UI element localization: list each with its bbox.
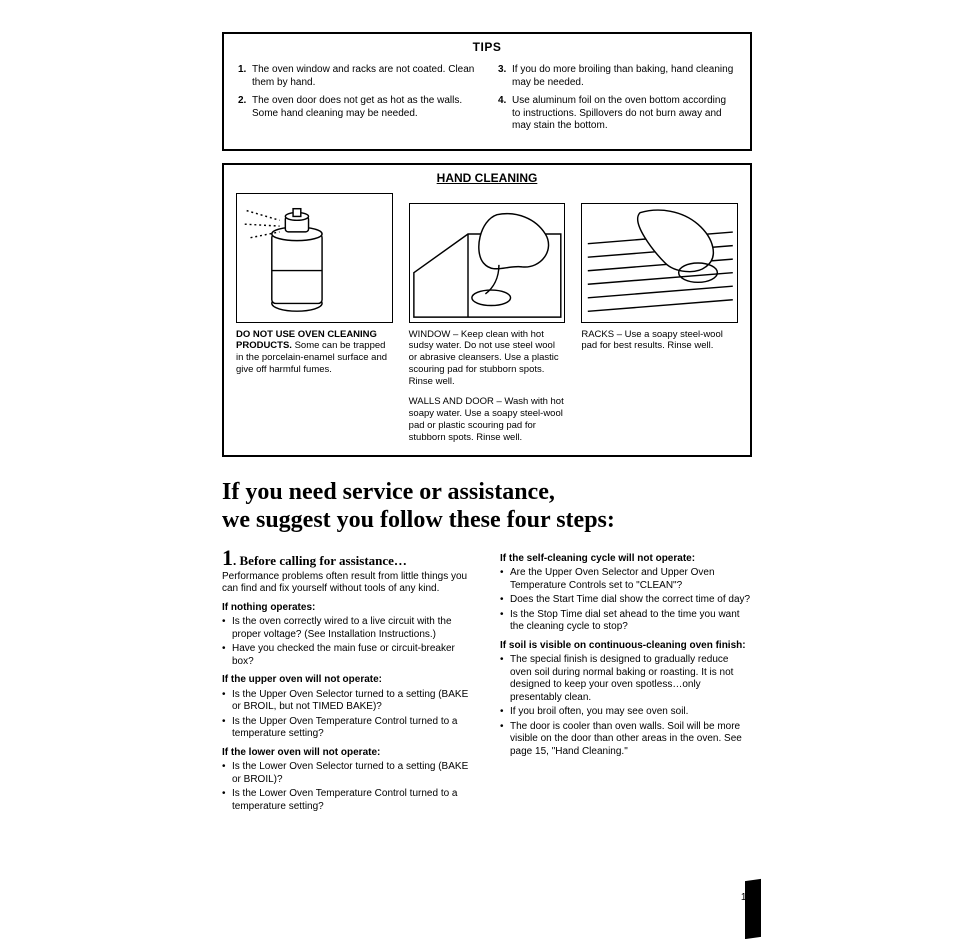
step-1-number: 1 bbox=[222, 545, 233, 570]
hc-cell-3: RACKS – Use a soapy steel-wool pad for b… bbox=[581, 193, 738, 444]
hc-cell-1: DO NOT USE OVEN CLEANING PRODUCTS. Some … bbox=[236, 193, 393, 444]
hc-caption-1: DO NOT USE OVEN CLEANING PRODUCTS. Some … bbox=[236, 329, 393, 377]
assistance-columns: 1. Before calling for assistance… Perfor… bbox=[222, 553, 752, 816]
list-item: Is the Stop Time dial set ahead to the t… bbox=[500, 609, 752, 634]
tips-col-left: 1. The oven window and racks are not coa… bbox=[238, 64, 476, 139]
page-content: TIPS 1. The oven window and racks are no… bbox=[222, 32, 752, 815]
tip-item: 3. If you do more broiling than baking, … bbox=[498, 64, 736, 89]
hc-caption-3: RACKS – Use a soapy steel-wool pad for b… bbox=[581, 329, 738, 353]
assistance-headline: If you need service or assistance, we su… bbox=[222, 479, 752, 534]
subhead-nothing: If nothing operates: bbox=[222, 602, 474, 615]
assist-col-right: If the self-cleaning cycle will not oper… bbox=[500, 553, 752, 816]
list-item: If you broil often, you may see oven soi… bbox=[500, 706, 752, 719]
bullets-lower: Is the Lower Oven Selector turned to a s… bbox=[222, 761, 474, 813]
tips-columns: 1. The oven window and racks are not coa… bbox=[238, 64, 736, 139]
subhead-soil: If soil is visible on continuous-cleanin… bbox=[500, 640, 752, 653]
tip-number: 1. bbox=[238, 64, 252, 89]
list-item: The door is cooler than oven walls. Soil… bbox=[500, 721, 752, 759]
hc-cell-2: WINDOW – Keep clean with hot sudsy water… bbox=[409, 193, 566, 444]
list-item: Is the Upper Oven Temperature Control tu… bbox=[222, 716, 474, 741]
tip-item: 1. The oven window and racks are not coa… bbox=[238, 64, 476, 89]
tip-text: If you do more broiling than baking, han… bbox=[512, 64, 736, 89]
step-1-heading: 1. Before calling for assistance… bbox=[222, 553, 474, 569]
list-item: Is the Lower Oven Temperature Control tu… bbox=[222, 788, 474, 813]
hc-caption-2: WINDOW – Keep clean with hot sudsy water… bbox=[409, 329, 566, 388]
subhead-upper: If the upper oven will not operate: bbox=[222, 674, 474, 687]
headline-line-1: If you need service or assistance, bbox=[222, 479, 555, 505]
hand-cleaning-box: HAND CLEANING bbox=[222, 163, 752, 458]
list-item: Have you checked the main fuse or circui… bbox=[222, 643, 474, 668]
bullets-selfclean: Are the Upper Oven Selector and Upper Ov… bbox=[500, 567, 752, 634]
step-1-para: Performance problems often result from l… bbox=[222, 571, 474, 596]
bullets-soil: The special finish is designed to gradua… bbox=[500, 654, 752, 758]
tips-box: TIPS 1. The oven window and racks are no… bbox=[222, 32, 752, 151]
tips-col-right: 3. If you do more broiling than baking, … bbox=[498, 64, 736, 139]
tip-text: The oven window and racks are not coated… bbox=[252, 64, 476, 89]
tips-title: TIPS bbox=[238, 40, 736, 54]
tip-item: 4. Use aluminum foil on the oven bottom … bbox=[498, 95, 736, 133]
list-item: Is the oven correctly wired to a live ci… bbox=[222, 616, 474, 641]
list-item: Are the Upper Oven Selector and Upper Ov… bbox=[500, 567, 752, 592]
tip-number: 4. bbox=[498, 95, 512, 133]
hc-walls-caption: WALLS AND DOOR – Wash with hot soapy wat… bbox=[409, 396, 566, 444]
subhead-lower: If the lower oven will not operate: bbox=[222, 747, 474, 760]
window-clean-illustration bbox=[409, 203, 566, 323]
hand-cleaning-row: DO NOT USE OVEN CLEANING PRODUCTS. Some … bbox=[236, 193, 738, 444]
tip-text: Use aluminum foil on the oven bottom acc… bbox=[512, 95, 736, 133]
hand-cleaning-title: HAND CLEANING bbox=[236, 171, 738, 185]
bullets-nothing: Is the oven correctly wired to a live ci… bbox=[222, 616, 474, 668]
racks-clean-illustration bbox=[581, 203, 738, 323]
page-edge-tab bbox=[745, 879, 761, 939]
headline-line-2: we suggest you follow these four steps: bbox=[222, 507, 615, 533]
step-1-rest: . Before calling for assistance… bbox=[233, 553, 407, 568]
list-item: The special finish is designed to gradua… bbox=[500, 654, 752, 704]
tip-item: 2. The oven door does not get as hot as … bbox=[238, 95, 476, 120]
tip-text: The oven door does not get as hot as the… bbox=[252, 95, 476, 120]
assist-col-left: 1. Before calling for assistance… Perfor… bbox=[222, 553, 474, 816]
bullets-upper: Is the Upper Oven Selector turned to a s… bbox=[222, 689, 474, 741]
subhead-selfclean: If the self-cleaning cycle will not oper… bbox=[500, 553, 752, 566]
list-item: Does the Start Time dial show the correc… bbox=[500, 594, 752, 607]
spray-can-illustration bbox=[236, 193, 393, 323]
list-item: Is the Upper Oven Selector turned to a s… bbox=[222, 689, 474, 714]
tip-number: 2. bbox=[238, 95, 252, 120]
tip-number: 3. bbox=[498, 64, 512, 89]
list-item: Is the Lower Oven Selector turned to a s… bbox=[222, 761, 474, 786]
